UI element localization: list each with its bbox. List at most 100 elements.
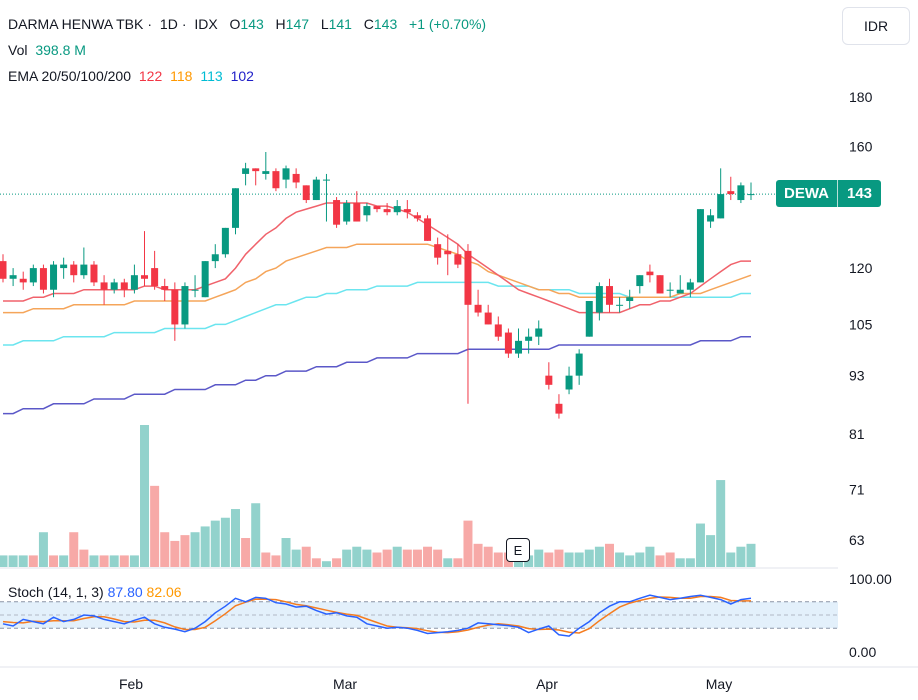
time-axis-label: Mar: [333, 676, 357, 692]
volume-bar: [423, 546, 433, 567]
candle-body: [171, 289, 179, 325]
candle-body: [201, 261, 209, 298]
candle-body: [656, 275, 664, 294]
price-axis-label: 71: [849, 482, 865, 498]
volume-bar: [38, 532, 48, 567]
earnings-marker[interactable]: E: [506, 538, 530, 562]
candle-body: [9, 275, 17, 279]
candle-body: [424, 218, 432, 241]
candle-body: [555, 403, 563, 414]
legend-change: +1 (+0.70%): [409, 16, 487, 32]
candle-body: [231, 188, 239, 228]
candle-body: [454, 254, 462, 265]
candle-body: [565, 375, 573, 390]
stoch-legend: Stoch (14, 1, 3) 87.80 82.06: [8, 584, 182, 600]
volume-bar: [69, 532, 79, 567]
candle-body: [161, 286, 169, 290]
legend-close-value: 143: [373, 16, 398, 32]
stoch-label: Stoch (14, 1, 3): [8, 584, 104, 600]
candle-body: [727, 191, 735, 195]
candle-body: [50, 264, 58, 290]
legend-low-label: L: [320, 16, 329, 32]
price-axis-label: 180: [849, 89, 873, 105]
candle-body: [595, 286, 603, 313]
candle-body: [737, 185, 745, 201]
price-axis-label: 81: [849, 426, 865, 442]
stoch-band: [0, 601, 838, 629]
candle-body: [353, 203, 361, 222]
stoch-axis-bottom: 0.00: [849, 644, 876, 660]
price-axis-label: 120: [849, 260, 873, 276]
candle-body: [272, 171, 280, 189]
volume-bar: [241, 538, 251, 567]
time-axis-label: Apr: [536, 676, 558, 692]
candle-body: [262, 171, 270, 174]
volume-bar: [160, 532, 170, 567]
volume-bar: [665, 552, 675, 567]
volume-bar: [625, 555, 635, 567]
candle-body: [464, 250, 472, 305]
candle-body: [343, 203, 351, 222]
ema20-line: [3, 202, 751, 314]
candle-body: [504, 332, 512, 354]
legend-high-value: 147: [285, 16, 310, 32]
volume-bar: [685, 558, 695, 567]
volume-bar: [281, 538, 291, 567]
candle-body: [525, 336, 533, 341]
legend-ema100: 113: [200, 68, 223, 84]
candle-body: [19, 278, 27, 283]
candle-body: [70, 264, 78, 276]
candle-body: [80, 264, 88, 276]
volume-bar: [554, 549, 564, 567]
volume-bar: [564, 552, 574, 567]
volume-bar: [200, 526, 210, 567]
volume-bar: [726, 552, 736, 567]
stoch-d-value: 82.06: [146, 584, 182, 600]
volume-bar: [716, 480, 726, 567]
candle-body: [444, 250, 452, 255]
volume-bar: [291, 549, 301, 567]
volume-bar: [342, 549, 352, 567]
candle-body: [535, 328, 543, 337]
candle-body: [585, 300, 593, 337]
candle-body: [90, 264, 98, 283]
last-price-tag: DEWA 143: [776, 180, 882, 207]
legend-ema-row: EMA 20/50/100/200 122 118 113 102: [8, 67, 258, 85]
volume-bar: [261, 552, 271, 567]
legend-high-label: H: [275, 16, 286, 32]
candle-body: [242, 168, 250, 174]
volume-bar: [180, 535, 190, 567]
volume-bar: [0, 555, 8, 567]
currency-button[interactable]: IDR: [842, 7, 910, 45]
volume-bar: [8, 555, 18, 567]
volume-bar: [615, 552, 625, 567]
candle-body: [141, 275, 149, 279]
volume-bar: [271, 555, 281, 567]
candle-body: [474, 304, 482, 313]
candle-body: [363, 206, 371, 216]
volume-bar: [28, 555, 38, 567]
volume-bar: [311, 558, 321, 567]
candle-body: [484, 312, 492, 325]
candle-body: [29, 268, 37, 283]
volume-bar: [604, 543, 614, 567]
legend-low-value: 141: [328, 16, 352, 32]
stoch_k-line: [2, 594, 752, 637]
candle-body: [413, 215, 421, 219]
volume-bar: [210, 520, 220, 567]
candle-body: [110, 282, 118, 290]
volume-bar: [140, 425, 150, 567]
volume-bar: [362, 549, 372, 567]
volume-bar: [170, 540, 180, 567]
price-tag-symbol: DEWA: [776, 180, 838, 207]
volume-bar: [59, 555, 69, 567]
candle-body: [120, 282, 128, 290]
volume-bar: [332, 558, 342, 567]
candle-body: [221, 227, 229, 255]
volume-bar: [392, 546, 402, 567]
legend-ema50: 118: [170, 68, 193, 84]
legend-ohlc-row: DARMA HENWA TBK · 1D · IDX O143 H147 L141 …: [8, 15, 490, 33]
candle-body: [60, 264, 68, 269]
volume-bar: [301, 546, 311, 567]
